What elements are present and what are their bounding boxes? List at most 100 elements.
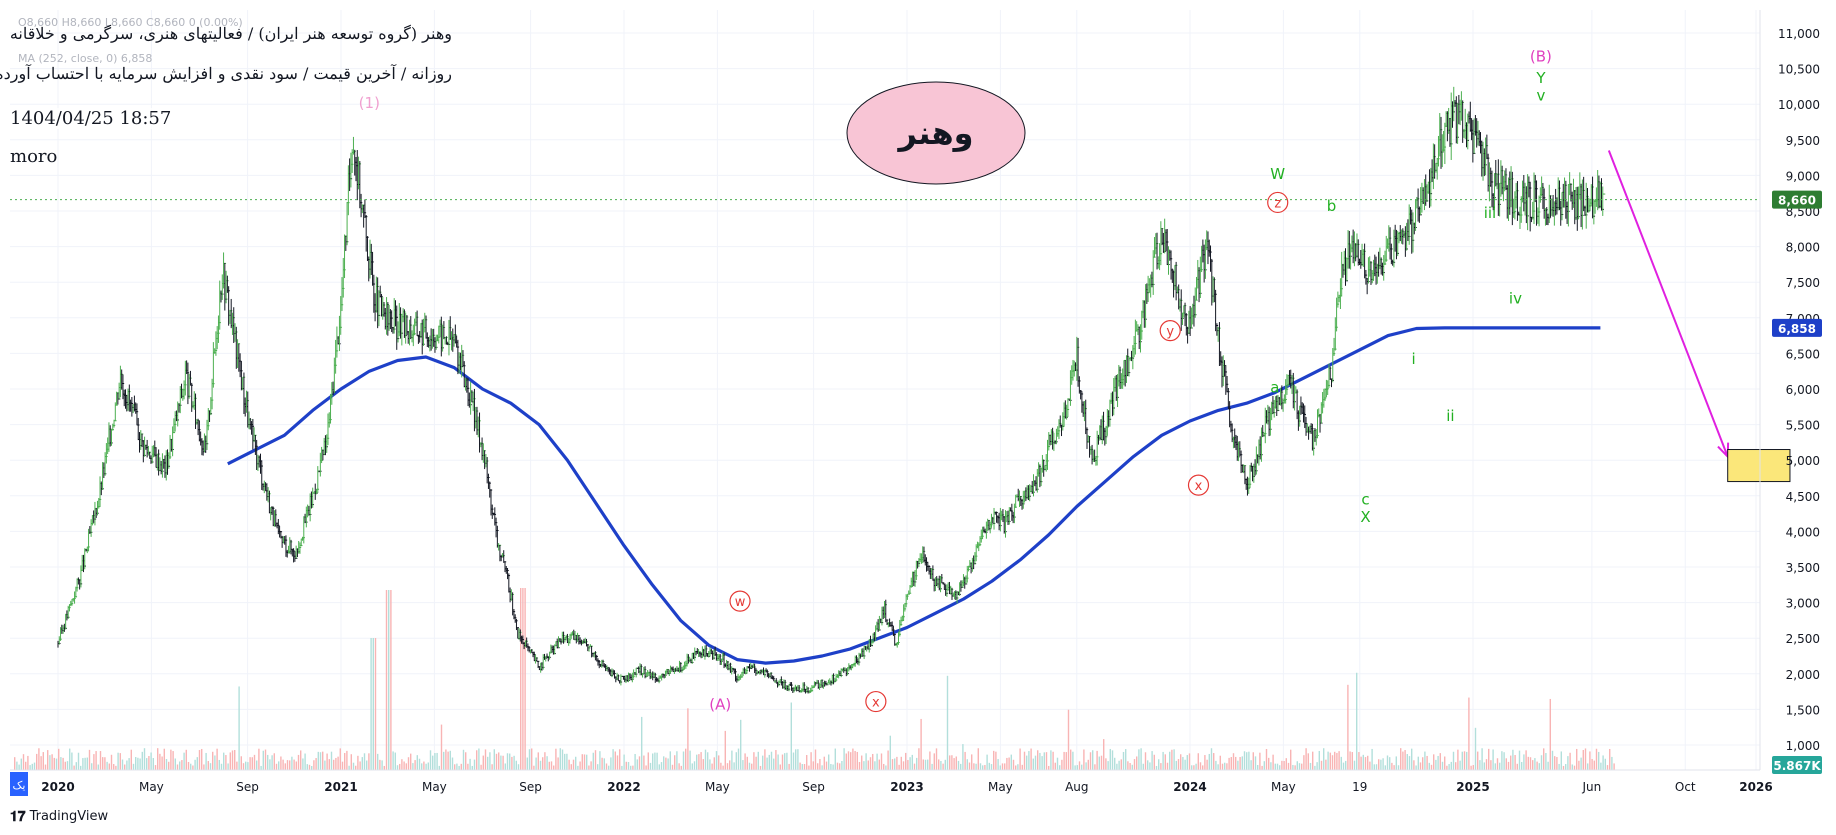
volume-bar (561, 749, 564, 770)
volume-bar (766, 757, 768, 770)
volume-bar (770, 751, 773, 770)
volume-bar (1595, 748, 1598, 770)
volume-bar (955, 756, 957, 770)
volume-bar (1257, 764, 1259, 770)
tradingview-footer[interactable]: 𝟏𝟕 TradingView (10, 808, 108, 825)
volume-bar (687, 708, 689, 770)
volume-bar (53, 757, 55, 770)
volume-bar (350, 754, 352, 770)
volume-bar (1017, 764, 1019, 770)
volume-bar (1162, 751, 1164, 770)
volume-bar (1144, 752, 1147, 770)
volume-bar (1087, 759, 1089, 770)
volume-bar (113, 764, 115, 770)
volume-bar (1512, 749, 1514, 770)
volume-bar (236, 761, 238, 770)
volume-bar (1303, 755, 1305, 770)
volume-bar (1479, 760, 1481, 770)
volume-bar (964, 751, 966, 770)
volume-bar (924, 759, 927, 770)
volume-bar (355, 765, 357, 770)
volume-bar (1543, 748, 1545, 770)
volume-bar (410, 753, 412, 770)
volume-bar (429, 750, 432, 770)
wave-label: (A) (709, 695, 731, 713)
wave-label: x (872, 696, 880, 711)
volume-bar (1580, 757, 1582, 770)
volume-bar (262, 750, 264, 770)
volume-bar (737, 748, 740, 770)
target-zone-box (1727, 449, 1791, 483)
volume-bar (1182, 756, 1184, 770)
volume-bar (1525, 750, 1527, 770)
volume-bar (1122, 751, 1125, 770)
volume-bar (1026, 755, 1028, 770)
volume-bar (374, 638, 377, 770)
volume-bar (484, 749, 487, 770)
volume-bar (284, 763, 286, 770)
volume-bar (1050, 750, 1052, 770)
wave-label-circle (1187, 474, 1210, 496)
volume-bar (797, 749, 799, 770)
volume-bar (495, 753, 498, 770)
volume-bar (656, 752, 658, 770)
volume-bar (1059, 765, 1061, 770)
y-axis[interactable]: 1,000 1,500 2,000 2,500 3,000 3,500 4,000 4,500… (1759, 10, 1822, 774)
volume-bar (1560, 751, 1562, 770)
volume-bar (1578, 760, 1580, 770)
volume-bar (304, 753, 306, 770)
volume-bar (146, 758, 148, 770)
volume-bar (627, 762, 630, 770)
volume-bar (1246, 752, 1248, 770)
volume-bar (1406, 754, 1408, 770)
volume-bar (608, 765, 610, 770)
volume-bar (828, 754, 830, 770)
volume-bar (788, 763, 790, 770)
volume-bar (887, 750, 889, 770)
volume-bar (1004, 763, 1006, 770)
volume-bar (368, 753, 370, 770)
volume-bar (1393, 765, 1395, 770)
volume-bar (42, 752, 44, 770)
volume-bar (181, 760, 183, 770)
x-tick-label: 19 (1352, 780, 1367, 794)
volume-bar (823, 756, 825, 770)
volume-bar (22, 754, 25, 770)
volume-bar (1287, 762, 1290, 770)
projection-arrow (1607, 150, 1729, 458)
volume-bar (1184, 759, 1186, 770)
volume-bar (1030, 748, 1032, 770)
volume-bar (1268, 757, 1270, 770)
volume-bar (1481, 748, 1483, 770)
volume-bar (1494, 763, 1496, 770)
volume-bar (1290, 749, 1292, 770)
volume-bar (1369, 761, 1371, 770)
x-tick-label: Oct (1675, 780, 1696, 794)
volume-bar (1153, 754, 1155, 770)
volume-bar (852, 748, 854, 770)
volume-bar (843, 748, 845, 770)
volume-bar (995, 751, 997, 770)
volume-bar (491, 764, 493, 770)
x-axis[interactable]: 2020 May Sep 2021 May Sep 2022 May Sep 2023 May Aug… (10, 769, 1773, 796)
volume-bar (1224, 762, 1226, 770)
volume-bar (1507, 761, 1510, 770)
volume-bar (858, 761, 861, 770)
ma-value-tag-bg (1772, 318, 1822, 337)
volume-bar (1221, 763, 1224, 770)
volume-bar (333, 759, 335, 770)
volume-bar (1340, 756, 1342, 770)
volume-bar (104, 757, 106, 770)
volume-bar (550, 761, 553, 770)
volume-bar (1065, 752, 1067, 770)
volume-bar (451, 757, 454, 770)
volume-bar (115, 765, 117, 770)
volume-bar (889, 735, 891, 770)
volume-bar (1127, 761, 1129, 770)
volume-bar (14, 757, 16, 770)
volume-bar (841, 760, 843, 770)
volume-bar (438, 765, 440, 770)
volume-bar (1118, 760, 1120, 770)
volume-bar (654, 752, 656, 770)
